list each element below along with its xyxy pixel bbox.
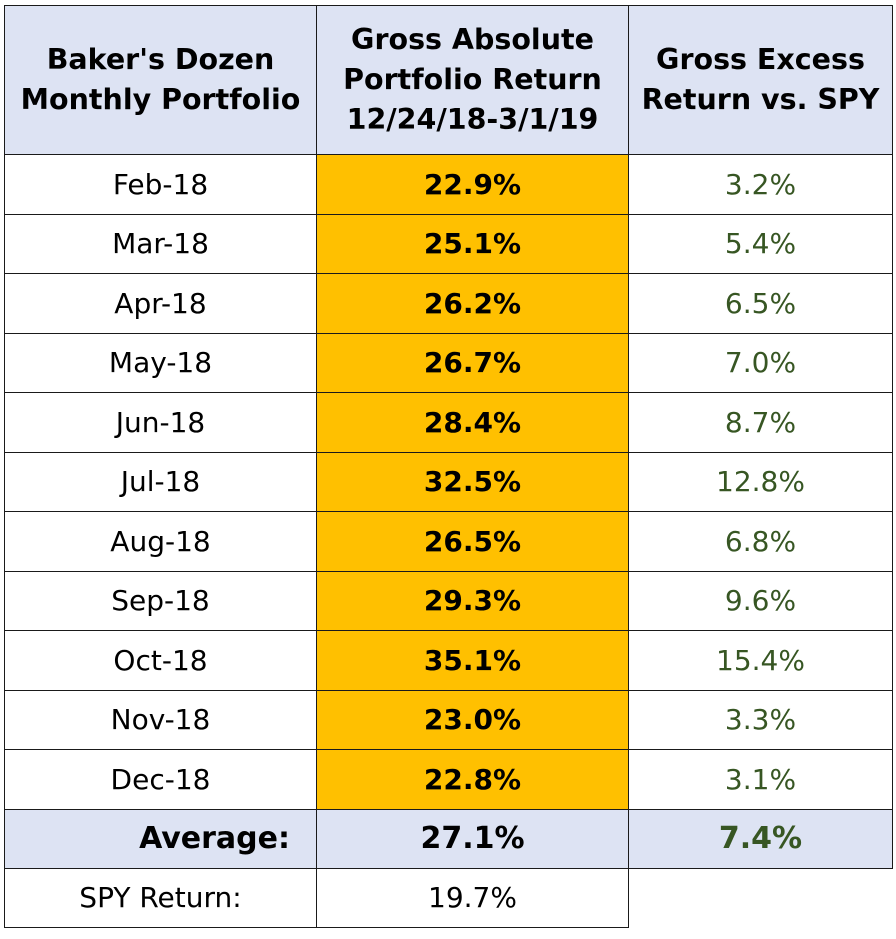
header-absolute-line1: Gross Absolute (351, 23, 594, 56)
excess-return-cell: 12.8% (628, 451, 893, 512)
absolute-return-cell: 26.2% (316, 273, 629, 334)
table-row: Nov-18 23.0% 3.3% (4, 689, 893, 750)
table-row: Mar-18 25.1% 5.4% (4, 213, 893, 274)
spy-return-value: 19.7% (316, 867, 629, 928)
absolute-return-cell: 32.5% (316, 451, 629, 512)
header-absolute-line3: 12/24/18-3/1/19 (346, 103, 599, 136)
absolute-return-cell: 29.3% (316, 570, 629, 631)
header-portfolio-line2: Monthly Portfolio (20, 83, 301, 116)
month-cell: Dec-18 (4, 749, 317, 810)
excess-return-cell: 6.8% (628, 511, 893, 572)
header-portfolio-line1: Baker's Dozen (46, 43, 275, 76)
month-cell: Apr-18 (4, 273, 317, 334)
header-absolute-line2: Portfolio Return (343, 63, 602, 96)
month-cell: May-18 (4, 332, 317, 393)
absolute-return-cell: 22.9% (316, 154, 629, 215)
header-excess-return: Gross Excess Return vs. SPY (628, 5, 893, 155)
table-row: Dec-18 22.8% 3.1% (4, 749, 893, 810)
absolute-return-cell: 26.5% (316, 511, 629, 572)
excess-return-cell: 8.7% (628, 392, 893, 453)
header-row: Baker's Dozen Monthly Portfolio Gross Ab… (4, 5, 893, 155)
excess-return-cell: 9.6% (628, 570, 893, 631)
month-cell: Aug-18 (4, 511, 317, 572)
header-absolute-return: Gross Absolute Portfolio Return 12/24/18… (316, 5, 629, 155)
month-cell: Mar-18 (4, 213, 317, 274)
month-cell: Feb-18 (4, 154, 317, 215)
absolute-return-cell: 35.1% (316, 630, 629, 691)
absolute-return-cell: 23.0% (316, 689, 629, 750)
excess-return-cell: 15.4% (628, 630, 893, 691)
average-row: Average: 27.1% 7.4% (4, 808, 893, 869)
average-label: Average: (4, 808, 317, 869)
excess-return-cell: 7.0% (628, 332, 893, 393)
table-row: Feb-18 22.9% 3.2% (4, 154, 893, 215)
excess-return-cell: 3.3% (628, 689, 893, 750)
header-excess-line2: Return vs. SPY (641, 83, 880, 116)
empty-cell (628, 867, 893, 927)
excess-return-cell: 6.5% (628, 273, 893, 334)
table-row: Apr-18 26.2% 6.5% (4, 273, 893, 334)
spy-row: SPY Return: 19.7% (4, 867, 893, 928)
excess-return-cell: 3.1% (628, 749, 893, 810)
absolute-return-cell: 26.7% (316, 332, 629, 393)
absolute-return-cell: 25.1% (316, 213, 629, 274)
table-row: May-18 26.7% 7.0% (4, 332, 893, 393)
month-cell: Nov-18 (4, 689, 317, 750)
absolute-return-cell: 28.4% (316, 392, 629, 453)
portfolio-returns-table: Baker's Dozen Monthly Portfolio Gross Ab… (4, 5, 893, 928)
month-cell: Oct-18 (4, 630, 317, 691)
spy-return-label: SPY Return: (4, 867, 317, 928)
average-absolute-return: 27.1% (316, 808, 629, 869)
excess-return-cell: 5.4% (628, 213, 893, 274)
month-cell: Jun-18 (4, 392, 317, 453)
header-excess-line1: Gross Excess (656, 43, 865, 76)
table-row: Oct-18 35.1% 15.4% (4, 630, 893, 691)
table-row: Aug-18 26.5% 6.8% (4, 511, 893, 572)
header-portfolio: Baker's Dozen Monthly Portfolio (4, 5, 317, 155)
month-cell: Jul-18 (4, 451, 317, 512)
absolute-return-cell: 22.8% (316, 749, 629, 810)
table-row: Sep-18 29.3% 9.6% (4, 570, 893, 631)
table-row: Jun-18 28.4% 8.7% (4, 392, 893, 453)
table-row: Jul-18 32.5% 12.8% (4, 451, 893, 512)
month-cell: Sep-18 (4, 570, 317, 631)
excess-return-cell: 3.2% (628, 154, 893, 215)
average-excess-return: 7.4% (628, 808, 893, 869)
